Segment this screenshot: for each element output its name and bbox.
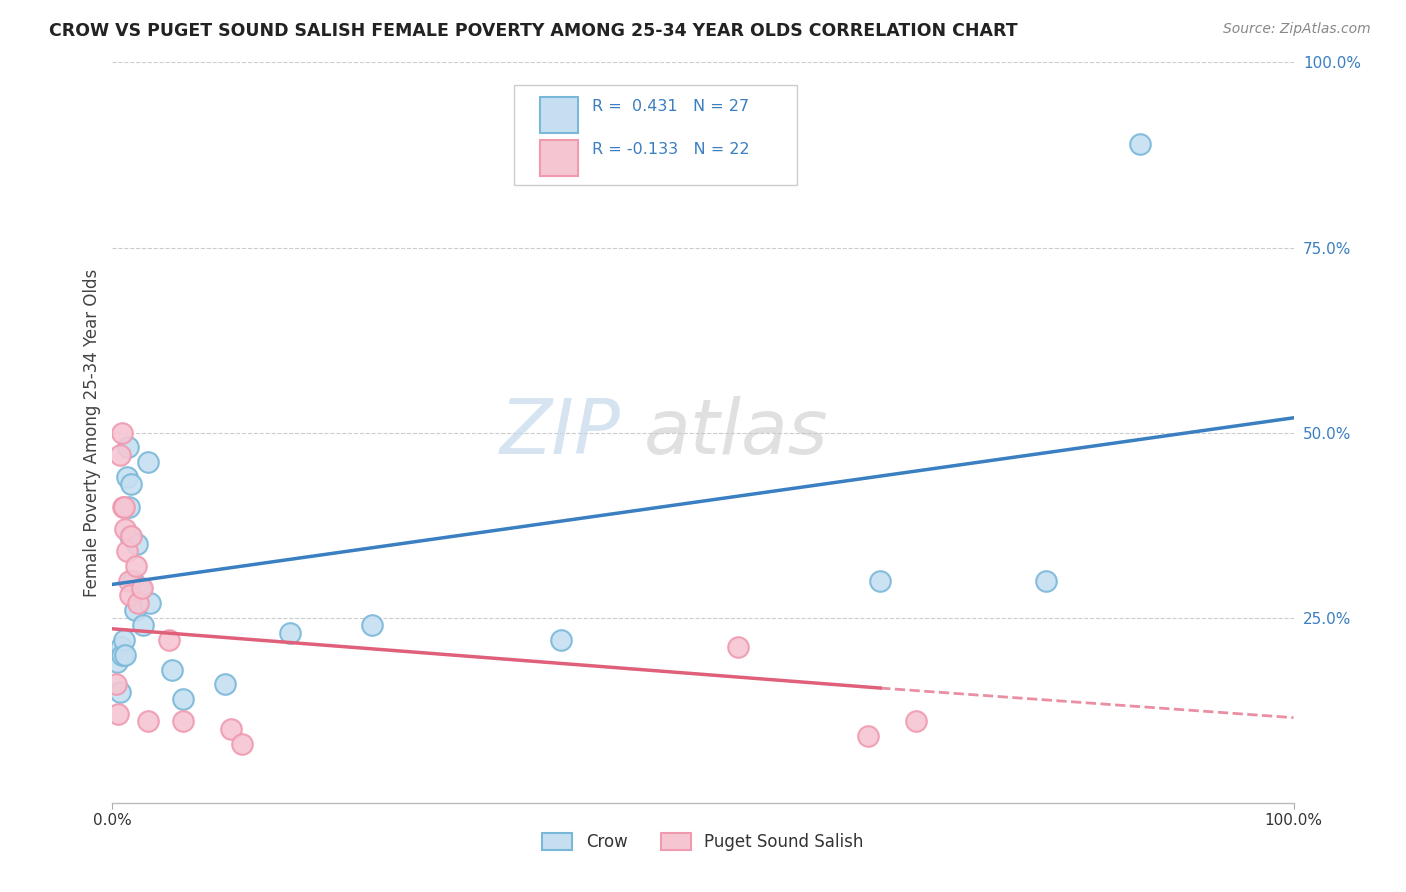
- Point: [118, 500, 141, 514]
- Text: Source: ZipAtlas.com: Source: ZipAtlas.com: [1223, 22, 1371, 37]
- Legend: Crow, Puget Sound Salish: Crow, Puget Sound Salish: [536, 826, 870, 857]
- Point: [160, 663, 183, 677]
- Point: [111, 425, 134, 440]
- Point: [112, 500, 135, 514]
- Point: [219, 722, 242, 736]
- Point: [1035, 574, 1057, 588]
- Point: [214, 677, 236, 691]
- FancyBboxPatch shape: [540, 97, 578, 133]
- Text: CROW VS PUGET SOUND SALISH FEMALE POVERTY AMONG 25-34 YEAR OLDS CORRELATION CHAR: CROW VS PUGET SOUND SALISH FEMALE POVERT…: [49, 22, 1018, 40]
- Point: [132, 618, 155, 632]
- Point: [278, 625, 301, 640]
- Text: R =  0.431   N = 27: R = 0.431 N = 27: [592, 99, 749, 113]
- FancyBboxPatch shape: [515, 85, 797, 185]
- Point: [111, 648, 134, 662]
- Point: [114, 522, 136, 536]
- Point: [136, 455, 159, 469]
- Point: [107, 706, 129, 721]
- Point: [361, 618, 384, 632]
- Point: [727, 640, 749, 655]
- Point: [172, 714, 194, 729]
- Point: [858, 729, 880, 743]
- Point: [108, 448, 131, 462]
- Point: [112, 500, 135, 514]
- Text: R = -0.133   N = 22: R = -0.133 N = 22: [592, 142, 749, 157]
- Point: [108, 685, 131, 699]
- Point: [118, 574, 141, 588]
- Point: [120, 529, 142, 543]
- Y-axis label: Female Poverty Among 25-34 Year Olds: Female Poverty Among 25-34 Year Olds: [83, 268, 101, 597]
- Point: [172, 692, 194, 706]
- Point: [105, 677, 128, 691]
- Point: [1129, 136, 1152, 151]
- Point: [125, 558, 148, 573]
- FancyBboxPatch shape: [540, 140, 578, 176]
- Point: [157, 632, 180, 647]
- Point: [139, 596, 162, 610]
- Point: [120, 589, 142, 603]
- Point: [136, 714, 159, 729]
- Text: ZIP: ZIP: [499, 396, 620, 469]
- Point: [112, 632, 135, 647]
- Point: [115, 544, 138, 558]
- Point: [869, 574, 891, 588]
- Point: [127, 596, 149, 610]
- Point: [117, 441, 139, 455]
- Point: [110, 640, 132, 655]
- Point: [550, 632, 572, 647]
- Point: [114, 648, 136, 662]
- Point: [128, 581, 150, 595]
- Point: [105, 655, 128, 669]
- Point: [127, 536, 149, 550]
- Point: [131, 581, 153, 595]
- Point: [904, 714, 927, 729]
- Point: [124, 603, 146, 617]
- Point: [120, 477, 142, 491]
- Text: atlas: atlas: [644, 396, 828, 469]
- Point: [121, 574, 143, 588]
- Point: [115, 470, 138, 484]
- Point: [120, 529, 142, 543]
- Point: [231, 737, 253, 751]
